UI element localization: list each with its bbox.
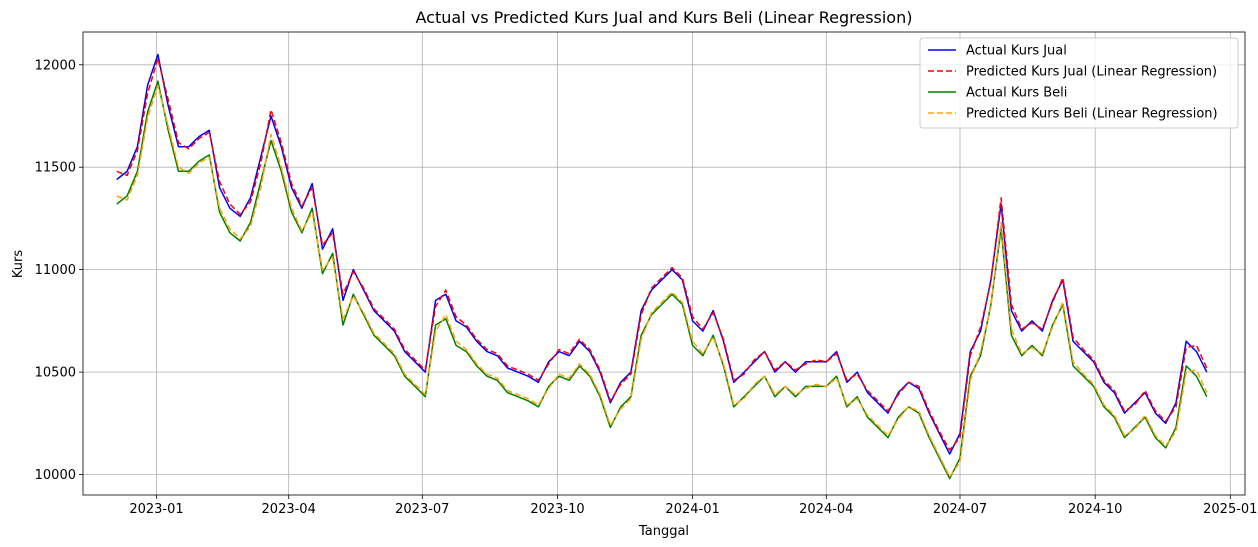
x-tick-label: 2024-07 (933, 502, 987, 517)
plot-frame (82, 31, 1246, 496)
y-tick-label: 10000 (35, 468, 76, 483)
y-tick-label: 11000 (35, 263, 76, 278)
legend-label: Predicted Kurs Beli (Linear Regression) (966, 107, 1218, 122)
series-line-2 (116, 57, 1208, 451)
legend-label: Actual Kurs Beli (966, 86, 1067, 101)
x-tick-label: 2025-01 (1203, 502, 1257, 517)
legend-box (919, 37, 1239, 129)
series-line-4 (116, 84, 1208, 478)
x-tick-label: 2023-04 (262, 502, 316, 517)
legend-label: Predicted Kurs Jual (Linear Regression) (966, 65, 1217, 80)
x-tick-label: 2024-01 (665, 502, 719, 517)
legend-label: Actual Kurs Jual (966, 44, 1067, 59)
chart-title: Actual vs Predicted Kurs Jual and Kurs B… (416, 8, 913, 27)
y-tick-label: 11500 (35, 161, 76, 176)
x-tick-label: 2024-10 (1068, 502, 1122, 517)
legend: Actual Kurs Jual Predicted Kurs Jual (Lin… (919, 37, 1239, 129)
y-tick-label: 10500 (35, 366, 76, 381)
y-axis-label: Kurs (11, 250, 26, 278)
x-tick-label: 2023-07 (395, 502, 449, 517)
x-tick-label: 2024-04 (799, 502, 853, 517)
x-axis-label: Tanggal (638, 524, 689, 539)
y-tick-label: 12000 (35, 58, 76, 73)
series-lines (116, 53, 1208, 480)
x-tick-label: 2023-10 (530, 502, 584, 517)
x-axis-ticks: 2023-01 2023-04 2023-07 2023-10 2024-01 2024-… (129, 495, 1257, 517)
y-axis-ticks: 10000 10500 11000 11500 12000 (35, 58, 83, 483)
x-tick-label: 2023-01 (129, 502, 183, 517)
